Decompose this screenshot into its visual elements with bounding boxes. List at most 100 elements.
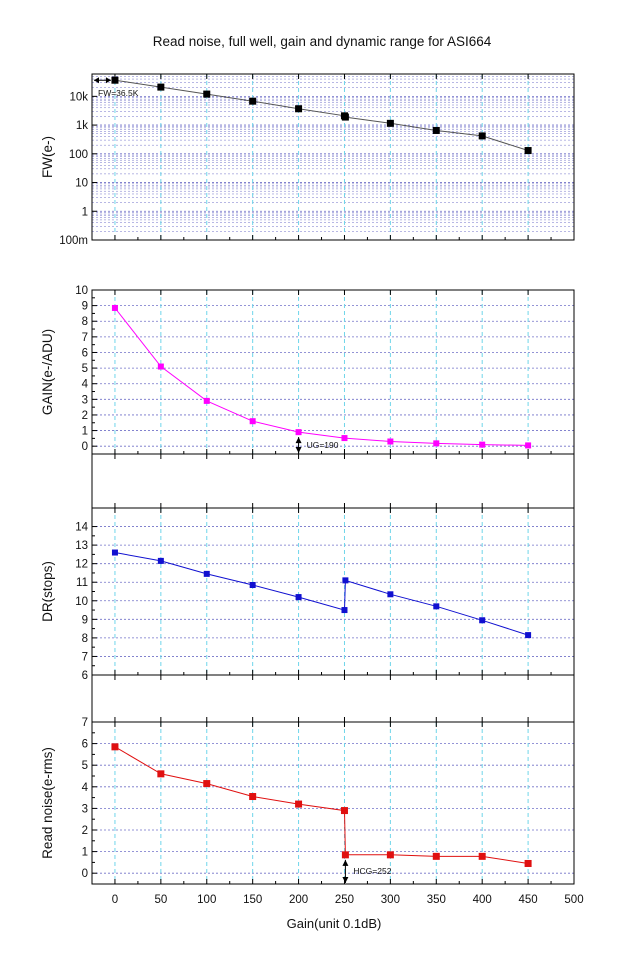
y-tick-label: 7 <box>82 332 88 344</box>
y-axis-label-rn: Read noise(e-rms) <box>40 747 55 859</box>
y-tick-label: 100 <box>69 149 88 161</box>
annotation-arrowhead <box>342 859 349 883</box>
y-tick-label: 4 <box>82 379 89 391</box>
data-point <box>524 147 532 155</box>
y-tick-label: 8 <box>82 316 88 328</box>
data-point <box>479 617 486 624</box>
x-tick-label: 0 <box>112 894 118 906</box>
data-point <box>157 770 165 778</box>
data-point <box>295 594 302 601</box>
plot-frame <box>91 289 575 455</box>
annotation-hcg: HCG=252 <box>353 866 391 876</box>
data-point <box>525 632 532 639</box>
plot-frame <box>91 721 575 885</box>
data-point <box>386 851 394 859</box>
y-tick-label: 1k <box>76 120 88 132</box>
data-point <box>525 442 532 449</box>
y-tick-label: 1 <box>82 206 88 218</box>
series-line-gain <box>114 307 529 446</box>
data-point <box>341 607 348 614</box>
y-tick-label: 10 <box>75 285 88 297</box>
y-tick-label: 100m <box>59 235 88 247</box>
x-tick-label: 200 <box>289 894 308 906</box>
y-axis-label-dr: DR(stops) <box>40 561 55 622</box>
y-tick-label: 13 <box>75 540 88 552</box>
chart-title: Read noise, full well, gain and dynamic … <box>153 34 492 49</box>
data-point <box>203 780 211 788</box>
y-tick-label: 0 <box>82 441 88 453</box>
data-point <box>479 441 486 448</box>
y-tick-label: 10 <box>75 178 88 190</box>
y-tick-label: 8 <box>82 633 88 645</box>
y-tick-label: 6 <box>82 670 88 682</box>
y-tick-label: 7 <box>82 717 88 729</box>
chart-panels: 100m1101001k10kFW(e-)FW=36.5K01234567891… <box>40 73 584 906</box>
data-point <box>111 549 118 556</box>
panel-gain: 0 1 2 3 4 5 6 7 8 9 10 GAIN(e-/ADU) UG=190 <box>40 285 575 455</box>
y-axis-label-fw: FW(e-) <box>40 136 55 178</box>
annotation-fw: FW=36.5K <box>98 88 139 98</box>
data-point <box>342 577 349 584</box>
data-point <box>203 570 210 577</box>
annotation-arrowhead <box>94 77 111 84</box>
data-point <box>295 800 303 808</box>
data-point <box>157 363 164 370</box>
spacer-box <box>91 674 575 723</box>
y-tick-label: 1 <box>82 426 88 438</box>
y-tick-label: 7 <box>82 651 88 663</box>
plot-frame <box>91 507 575 676</box>
spacer-box <box>91 453 575 509</box>
panel-fw: 100m 1 10 100 1k 10k FW(e-) FW=36.5K <box>40 73 575 247</box>
data-point <box>249 793 257 801</box>
y-tick-label: 5 <box>82 760 88 772</box>
data-point <box>387 438 394 445</box>
data-point <box>203 397 210 404</box>
series-line-rn <box>114 746 529 864</box>
y-tick-label: 14 <box>75 522 88 534</box>
data-point <box>295 429 302 436</box>
y-tick-label: 10k <box>69 91 88 103</box>
x-tick-label: 300 <box>381 894 400 906</box>
x-tick-label: 400 <box>473 894 492 906</box>
data-point <box>340 807 348 815</box>
data-point <box>341 851 349 859</box>
data-point <box>249 97 257 105</box>
data-point <box>249 582 256 589</box>
y-tick-label: 9 <box>82 614 88 626</box>
x-axis-label: Gain(unit 0.1dB) <box>287 916 382 931</box>
y-tick-label: 2 <box>82 410 88 422</box>
x-tick-label: 250 <box>335 894 354 906</box>
data-point <box>341 113 349 121</box>
data-point <box>433 603 440 610</box>
y-tick-label: 6 <box>82 739 88 751</box>
data-point <box>111 743 119 751</box>
data-point <box>203 90 211 98</box>
data-point <box>157 557 164 564</box>
x-tick-label: 350 <box>427 894 446 906</box>
y-tick-label: 12 <box>75 559 88 571</box>
y-tick-label: 5 <box>82 363 88 375</box>
y-tick-label: 3 <box>82 803 88 815</box>
data-point <box>111 76 119 84</box>
data-point <box>157 83 165 91</box>
data-point <box>295 105 303 113</box>
annotation-ug: UG=190 <box>307 440 339 450</box>
plot-frame <box>91 73 575 241</box>
y-tick-label: 6 <box>82 347 88 359</box>
x-tick-label: 50 <box>154 894 167 906</box>
annotation-arrowhead <box>295 437 302 453</box>
data-point <box>111 304 118 311</box>
y-tick-label: 11 <box>76 577 88 589</box>
data-point <box>249 418 256 425</box>
x-tick-label: 150 <box>243 894 262 906</box>
data-point <box>524 859 532 867</box>
x-tick-label: 500 <box>564 894 583 906</box>
data-point <box>432 852 440 860</box>
data-point <box>433 440 440 447</box>
series-line-dr <box>114 552 529 636</box>
data-point <box>387 591 394 598</box>
x-tick-label: 100 <box>197 894 216 906</box>
data-point <box>386 119 394 127</box>
y-tick-label: 0 <box>82 868 88 880</box>
